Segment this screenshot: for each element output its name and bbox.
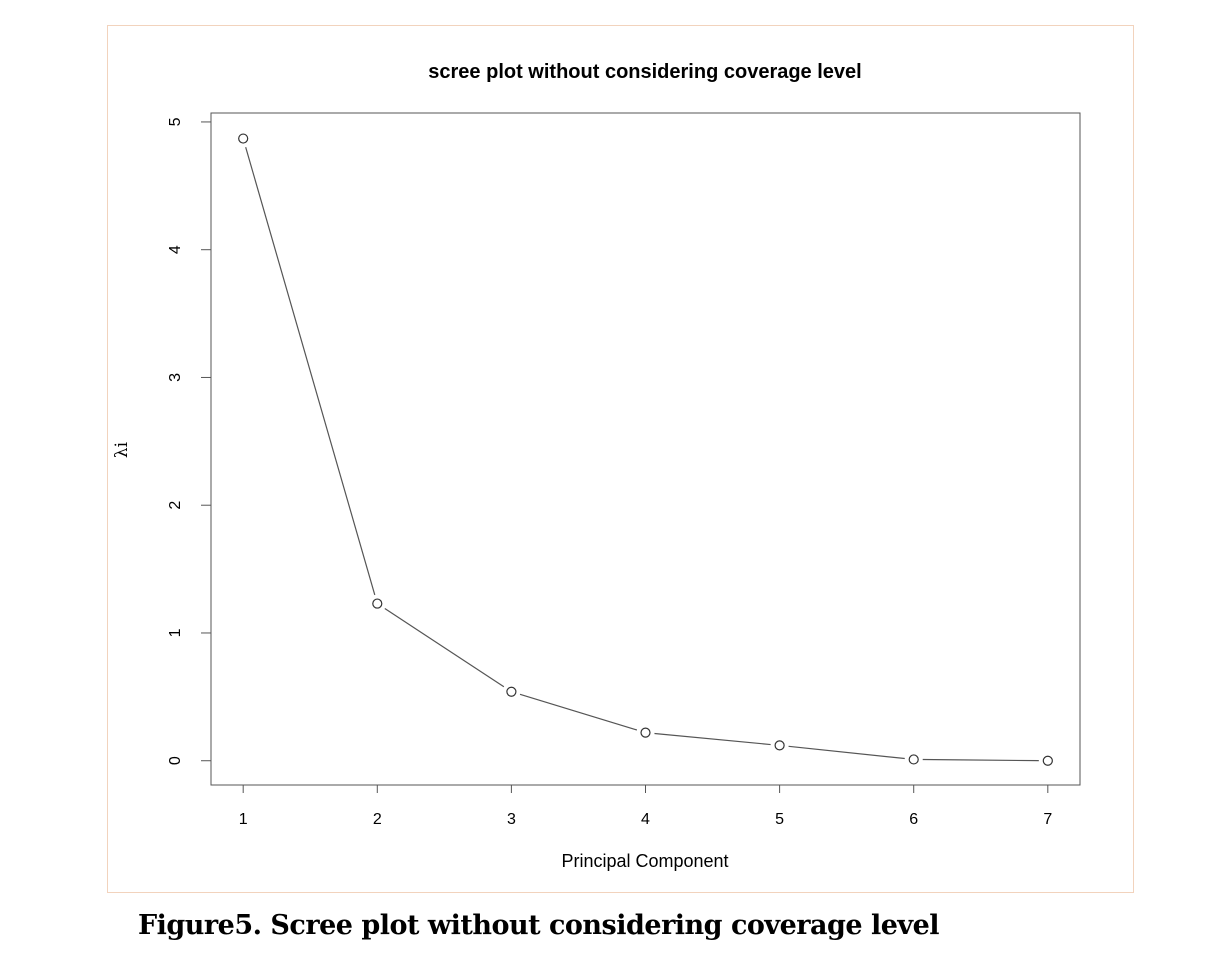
y-axis: 0 1 2 3 4 5 (167, 117, 212, 765)
series-line-segment (654, 732, 771, 746)
x-tick-label: 1 (239, 811, 248, 828)
y-tick-label: 1 (167, 628, 184, 637)
x-tick-label: 3 (507, 811, 516, 828)
x-tick-label: 5 (775, 811, 784, 828)
figure-frame (107, 25, 1134, 893)
y-tick-label: 3 (167, 373, 184, 382)
chart-title: scree plot without considering coverage … (428, 61, 861, 83)
data-point (774, 740, 785, 751)
x-axis-label: Principal Component (561, 851, 728, 871)
x-tick-label: 7 (1043, 811, 1052, 828)
series-line-segment (384, 608, 505, 688)
y-tick-label: 2 (167, 501, 184, 510)
data-point (506, 686, 517, 697)
y-axis-label: λi (112, 441, 132, 458)
x-tick-label: 2 (373, 811, 382, 828)
series-line-segment (922, 758, 1039, 762)
series-line-segment (788, 745, 905, 760)
y-tick-label: 5 (167, 117, 184, 126)
figure-caption: Figure5. Scree plot without considering … (138, 910, 940, 941)
x-axis: 1 2 3 4 5 6 7 (239, 784, 1052, 828)
plot-box (210, 112, 1081, 786)
data-point (640, 727, 651, 738)
data-point (372, 598, 383, 609)
x-tick-label: 4 (641, 811, 650, 828)
series-points (238, 133, 1053, 766)
series-line (245, 147, 1039, 762)
data-point (908, 754, 919, 765)
y-tick-label: 4 (167, 245, 184, 254)
series-line-segment (519, 693, 638, 731)
data-point (238, 133, 249, 144)
series-line-segment (245, 147, 376, 596)
y-tick-label: 0 (167, 756, 184, 765)
x-tick-label: 6 (909, 811, 918, 828)
data-point (1042, 755, 1053, 766)
